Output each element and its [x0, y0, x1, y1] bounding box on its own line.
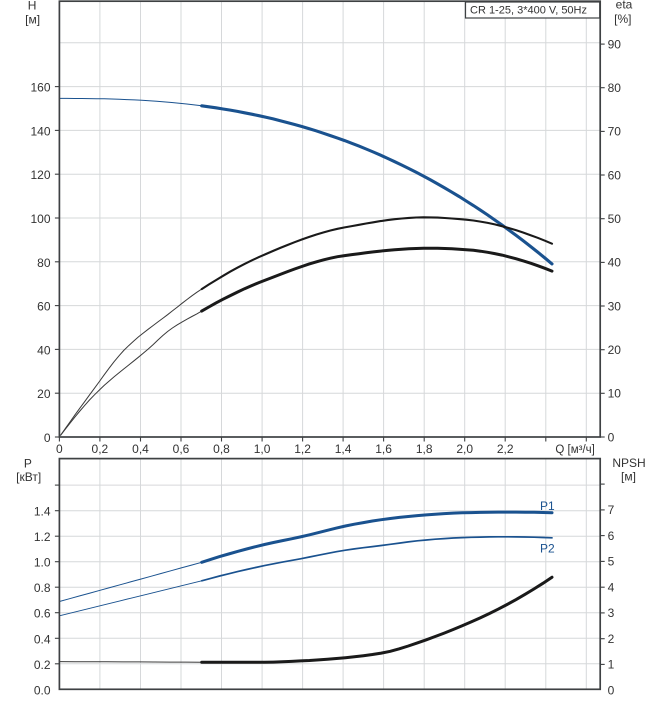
svg-text:0,4: 0,4 — [132, 442, 149, 456]
svg-text:0: 0 — [608, 684, 615, 698]
svg-text:Q [м³/ч]: Q [м³/ч] — [555, 444, 594, 456]
svg-text:1.0: 1.0 — [34, 556, 51, 570]
svg-text:100: 100 — [30, 212, 50, 226]
svg-text:P2: P2 — [540, 542, 555, 556]
svg-text:160: 160 — [30, 81, 50, 95]
svg-text:60: 60 — [608, 168, 622, 182]
svg-text:60: 60 — [37, 300, 51, 314]
svg-text:70: 70 — [608, 125, 622, 139]
svg-text:NPSH: NPSH — [612, 456, 645, 470]
svg-text:7: 7 — [608, 503, 615, 517]
svg-text:3: 3 — [608, 606, 615, 620]
svg-text:1.4: 1.4 — [34, 505, 51, 519]
svg-text:40: 40 — [37, 343, 51, 357]
svg-text:eta: eta — [616, 0, 633, 12]
svg-text:1,8: 1,8 — [416, 442, 433, 456]
svg-text:1,0: 1,0 — [254, 442, 271, 456]
svg-text:0.0: 0.0 — [34, 683, 51, 697]
svg-text:[кВт]: [кВт] — [16, 470, 41, 484]
svg-text:2,2: 2,2 — [497, 442, 514, 456]
svg-text:10: 10 — [608, 387, 622, 401]
svg-text:[%]: [%] — [614, 12, 631, 26]
svg-text:CR 1-25, 3*400 V, 50Hz: CR 1-25, 3*400 V, 50Hz — [470, 4, 587, 16]
svg-text:50: 50 — [608, 212, 622, 226]
svg-text:90: 90 — [608, 37, 622, 51]
svg-text:1,6: 1,6 — [375, 442, 392, 456]
svg-text:40: 40 — [608, 256, 622, 270]
svg-text:H: H — [28, 0, 37, 13]
svg-text:4: 4 — [608, 581, 615, 595]
svg-text:0.4: 0.4 — [34, 632, 51, 646]
svg-text:2: 2 — [608, 632, 615, 646]
svg-text:140: 140 — [30, 124, 50, 138]
svg-text:6: 6 — [608, 529, 615, 543]
svg-text:30: 30 — [608, 299, 622, 313]
svg-text:0,6: 0,6 — [173, 442, 190, 456]
svg-text:2,0: 2,0 — [456, 442, 473, 456]
svg-text:80: 80 — [37, 256, 51, 270]
svg-text:1,4: 1,4 — [335, 442, 352, 456]
svg-text:0,2: 0,2 — [92, 442, 109, 456]
svg-text:0: 0 — [608, 430, 615, 444]
svg-text:0: 0 — [44, 431, 51, 445]
svg-text:[м]: [м] — [621, 469, 636, 483]
svg-text:P1: P1 — [540, 499, 555, 513]
svg-text:0,8: 0,8 — [213, 442, 230, 456]
svg-text:1: 1 — [608, 658, 615, 672]
svg-text:80: 80 — [608, 81, 622, 95]
svg-text:20: 20 — [37, 387, 51, 401]
svg-text:P: P — [24, 456, 32, 470]
svg-text:20: 20 — [608, 343, 622, 357]
svg-text:0.2: 0.2 — [34, 658, 51, 672]
svg-text:0: 0 — [56, 442, 63, 456]
svg-text:[м]: [м] — [25, 12, 40, 26]
svg-text:0.8: 0.8 — [34, 581, 51, 595]
svg-text:120: 120 — [30, 168, 50, 182]
svg-text:1.2: 1.2 — [34, 530, 51, 544]
svg-text:0.6: 0.6 — [34, 607, 51, 621]
svg-text:1,2: 1,2 — [294, 442, 311, 456]
svg-text:5: 5 — [608, 555, 615, 569]
